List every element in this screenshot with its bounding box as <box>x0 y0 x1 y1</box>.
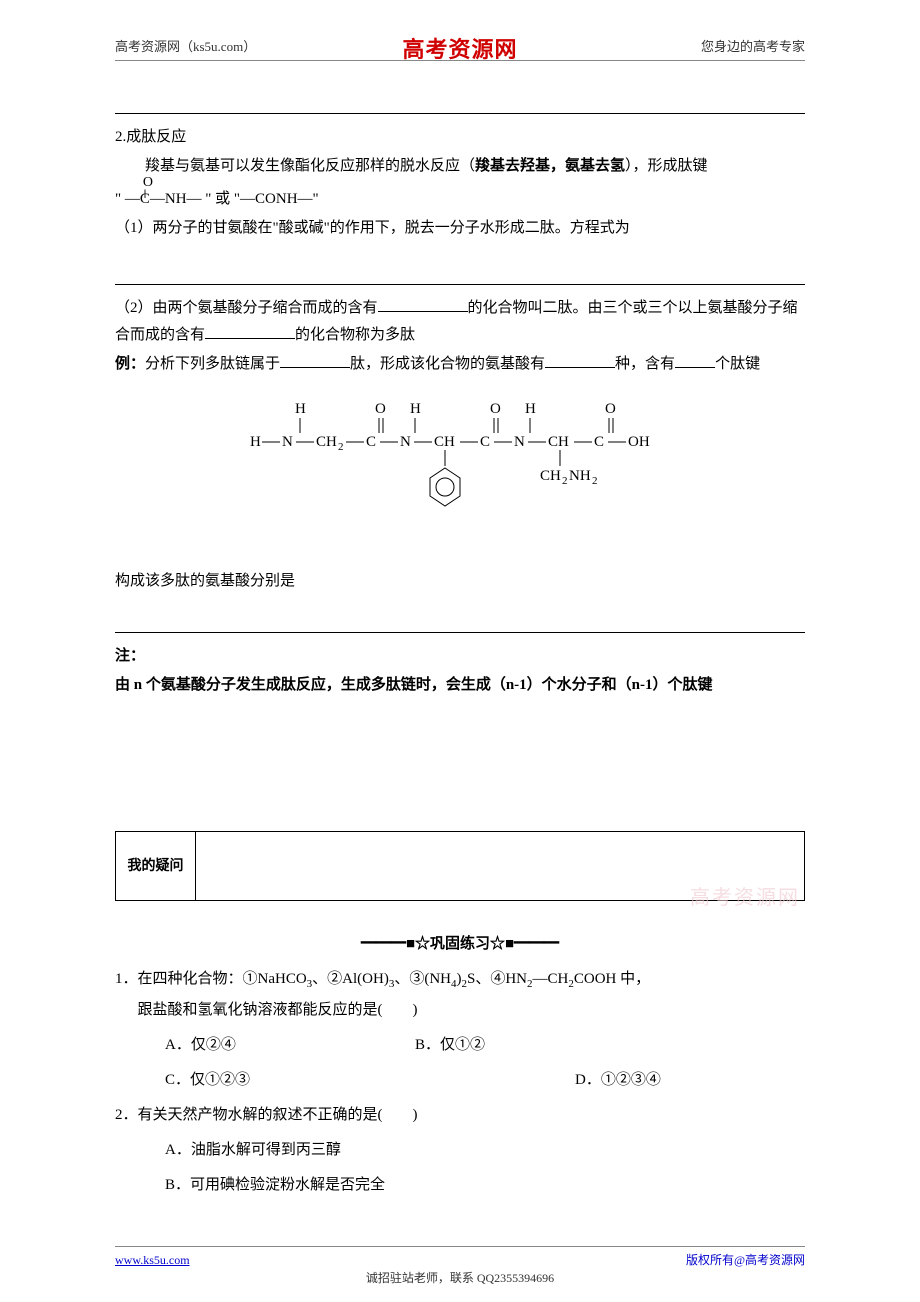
text: 羧基与氨基可以发生像酯化反应那样的脱水反应（ <box>145 158 475 174</box>
svg-text:N: N <box>282 434 293 450</box>
fill-blank <box>205 324 295 339</box>
answer-blank-line <box>115 96 805 114</box>
svg-text:O: O <box>490 401 501 417</box>
svg-text:OH: OH <box>628 434 650 450</box>
svg-text:CH: CH <box>540 468 561 484</box>
page-footer: www.ks5u.com 版权所有@高考资源网 诚招驻站老师，联系 QQ2355… <box>115 1246 805 1272</box>
bold-text: 羧基去羟基，氨基去氢 <box>475 158 625 174</box>
text: —CH <box>533 971 569 987</box>
svg-text:C: C <box>480 434 490 450</box>
svg-text:H: H <box>525 401 536 417</box>
option-a: A．仅②④ <box>115 1032 395 1059</box>
fill-blank <box>545 353 615 368</box>
bond-notation-line: " O || —C—NH— " 或 "—CONH—" <box>115 182 805 213</box>
note-body: 由 n 个氨基酸分子发生成肽反应，生成多肽链时，会生成（n-1）个水分子和（n-… <box>115 672 805 699</box>
text: 个肽键 <box>715 356 760 372</box>
svg-text:H: H <box>295 401 306 417</box>
footer-wrap: www.ks5u.com 版权所有@高考资源网 诚招驻站老师，联系 QQ2355… <box>115 1250 805 1272</box>
followup-question: 构成该多肽的氨基酸分别是 <box>115 568 805 595</box>
svg-text:2: 2 <box>562 475 568 487</box>
option-row: A．仅②④ B．仅①② <box>115 1032 805 1059</box>
molecule-svg: text { font-family: "Times New Roman", s… <box>220 398 700 528</box>
quote: " <box>115 191 121 207</box>
svg-text:NH: NH <box>569 468 591 484</box>
svg-text:N: N <box>400 434 411 450</box>
footer-contact: 诚招驻站老师，联系 QQ2355394696 <box>366 1268 554 1290</box>
q1-options: A．仅②④ B．仅①② C．仅①②③ D．①②③④ <box>115 1032 805 1094</box>
question-1: 1．在四种化合物：①NaHCO3、②Al(OH)3、③(NH4)2S、④HN2—… <box>115 966 805 995</box>
peptide-bond-formula: O || —C—NH— <box>125 182 202 207</box>
answer-blank-line <box>115 267 805 285</box>
oxygen-atom: O <box>143 176 153 190</box>
q2-options: A．油脂水解可得到丙三醇 B．可用碘检验淀粉水解是否完全 <box>115 1137 805 1199</box>
svg-text:O: O <box>375 401 386 417</box>
text: 的化合物称为多肽 <box>295 327 415 343</box>
text: 种，含有 <box>615 356 675 372</box>
practice-section-header: ━━━■☆巩固练习☆■━━━ <box>115 931 805 958</box>
paragraph: 羧基与氨基可以发生像酯化反应那样的脱水反应（羧基去羟基，氨基去氢），形成肽键 <box>115 153 805 180</box>
text: " 或 "—CONH—" <box>205 191 318 207</box>
page-header: 高考资源网（ks5u.com） 高考资源网 您身边的高考专家 <box>115 35 805 61</box>
option-c: C．仅①②③ <box>115 1067 395 1094</box>
option-row: A．油脂水解可得到丙三醇 <box>115 1137 805 1164</box>
svg-text:O: O <box>605 401 616 417</box>
question-2: 2．有关天然产物水解的叙述不正确的是( ) <box>115 1102 805 1129</box>
option-a: A．油脂水解可得到丙三醇 <box>115 1137 341 1164</box>
section-title: 2.成肽反应 <box>115 124 805 151</box>
example-line: 例：分析下列多肽链属于 肽，形成该化合物的氨基酸有 种，含有 个肽键 <box>115 351 805 378</box>
footer-copyright: 版权所有@高考资源网 <box>686 1250 805 1272</box>
peptide-structure-diagram: text { font-family: "Times New Roman", s… <box>115 398 805 538</box>
footer-url[interactable]: www.ks5u.com <box>115 1253 190 1267</box>
svg-text:2: 2 <box>592 475 598 487</box>
text: 、②Al(OH) <box>312 971 389 987</box>
text: 、③(NH <box>394 971 451 987</box>
svg-text:N: N <box>514 434 525 450</box>
note-label: 注： <box>115 643 805 670</box>
text: 分析下列多肽链属于 <box>145 356 280 372</box>
header-left-text: 高考资源网（ks5u.com） <box>115 35 256 58</box>
fill-blank <box>675 353 715 368</box>
watermark: 高考资源网 <box>690 880 800 916</box>
svg-text:C: C <box>366 434 376 450</box>
site-logo: 高考资源网 <box>402 30 517 70</box>
option-b: B．仅①② <box>395 1032 485 1059</box>
svg-text:2: 2 <box>338 441 344 453</box>
svg-text:H: H <box>410 401 421 417</box>
text: ），形成肽键 <box>625 158 708 174</box>
question-1-line2: 跟盐酸和氢氧化钠溶液都能反应的是( ) <box>115 997 805 1024</box>
question-box-label: 我的疑问 <box>116 832 196 900</box>
option-d: D．①②③④ <box>395 1067 661 1094</box>
sub-item-1: （1）两分子的甘氨酸在"酸或碱"的作用下，脱去一分子水形成二肽。方程式为 <box>115 215 805 242</box>
fill-blank <box>280 353 350 368</box>
svg-text:H: H <box>250 434 261 450</box>
text: （2）由两个氨基酸分子缩合而成的含有 <box>115 300 378 316</box>
text: S、④HN <box>467 971 527 987</box>
answer-blank-line <box>115 615 805 633</box>
header-right-text: 您身边的高考专家 <box>701 35 805 58</box>
option-b: B．可用碘检验淀粉水解是否完全 <box>115 1172 385 1199</box>
svg-text:CH: CH <box>548 434 569 450</box>
option-row: B．可用碘检验淀粉水解是否完全 <box>115 1172 805 1199</box>
svg-text:C: C <box>594 434 604 450</box>
document-page: 高考资源网（ks5u.com） 高考资源网 您身边的高考专家 2.成肽反应 羧基… <box>0 0 920 1302</box>
sub-item-2: （2）由两个氨基酸分子缩合而成的含有的化合物叫二肽。由三个或三个以上氨基酸分子缩… <box>115 295 805 349</box>
text: 1．在四种化合物：①NaHCO <box>115 971 307 987</box>
fill-blank <box>378 297 468 312</box>
option-row: C．仅①②③ D．①②③④ <box>115 1067 805 1094</box>
main-content: 2.成肽反应 羧基与氨基可以发生像酯化反应那样的脱水反应（羧基去羟基，氨基去氢）… <box>115 96 805 1199</box>
spacer <box>115 701 805 791</box>
example-label: 例： <box>115 356 145 372</box>
text: COOH 中， <box>574 971 650 987</box>
svg-text:CH: CH <box>434 434 455 450</box>
svg-text:CH: CH <box>316 434 337 450</box>
text: 肽，形成该化合物的氨基酸有 <box>350 356 545 372</box>
